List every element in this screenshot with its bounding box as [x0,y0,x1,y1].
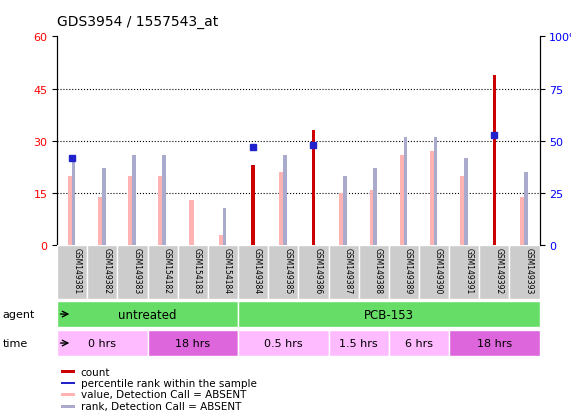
FancyBboxPatch shape [147,330,238,356]
FancyBboxPatch shape [389,246,419,299]
Text: GDS3954 / 1557543_at: GDS3954 / 1557543_at [57,15,218,29]
Text: rank, Detection Call = ABSENT: rank, Detection Call = ABSENT [81,401,241,411]
Text: GSM149391: GSM149391 [464,247,473,294]
FancyBboxPatch shape [479,246,509,299]
FancyBboxPatch shape [57,246,87,299]
Text: time: time [3,338,28,348]
FancyBboxPatch shape [328,246,359,299]
Text: 0.5 hrs: 0.5 hrs [264,338,303,348]
FancyBboxPatch shape [268,246,299,299]
Text: 6 hrs: 6 hrs [405,338,433,348]
FancyBboxPatch shape [178,246,208,299]
Bar [373,169,377,246]
Bar [223,208,226,246]
Bar [162,156,166,246]
Bar [493,76,496,246]
FancyBboxPatch shape [328,330,389,356]
Text: 18 hrs: 18 hrs [477,338,512,348]
FancyBboxPatch shape [389,330,449,356]
Bar [98,197,103,246]
Bar [61,405,75,408]
Text: GSM149389: GSM149389 [404,247,413,294]
Bar [464,158,468,246]
Text: GSM154183: GSM154183 [193,247,202,293]
Text: GSM154182: GSM154182 [163,247,172,293]
Text: 1.5 hrs: 1.5 hrs [339,338,378,348]
Text: value, Detection Call = ABSENT: value, Detection Call = ABSENT [81,389,246,399]
Bar [72,158,75,246]
Text: GSM149393: GSM149393 [525,247,533,294]
Text: GSM149390: GSM149390 [434,247,443,294]
Bar [128,176,134,246]
Text: GSM149387: GSM149387 [344,247,352,294]
FancyBboxPatch shape [118,246,147,299]
Bar [339,194,345,246]
FancyBboxPatch shape [449,246,479,299]
FancyBboxPatch shape [208,246,238,299]
Bar [61,370,75,373]
Bar [312,131,315,246]
Bar [434,137,437,246]
Bar [102,169,106,246]
FancyBboxPatch shape [419,246,449,299]
Text: GSM149384: GSM149384 [253,247,262,294]
Text: GSM149392: GSM149392 [494,247,504,294]
FancyBboxPatch shape [147,246,178,299]
Bar [460,176,465,246]
Bar [283,156,287,246]
FancyBboxPatch shape [87,246,118,299]
Text: GSM149388: GSM149388 [374,247,383,293]
FancyBboxPatch shape [238,246,268,299]
Text: GSM149383: GSM149383 [132,247,142,294]
Text: untreated: untreated [118,308,177,321]
FancyBboxPatch shape [299,246,328,299]
Bar [369,190,375,246]
FancyBboxPatch shape [449,330,540,356]
Text: count: count [81,367,110,377]
Bar [430,152,435,246]
Text: 0 hrs: 0 hrs [89,338,116,348]
Text: GSM149382: GSM149382 [102,247,111,293]
FancyBboxPatch shape [57,301,238,328]
FancyBboxPatch shape [238,301,540,328]
Bar [219,235,224,246]
Text: GSM149386: GSM149386 [313,247,323,294]
Bar [158,176,164,246]
Text: percentile rank within the sample: percentile rank within the sample [81,378,256,388]
Text: GSM154184: GSM154184 [223,247,232,293]
Bar [279,173,284,246]
Bar [132,156,136,246]
Bar [61,382,75,385]
FancyBboxPatch shape [57,330,147,356]
FancyBboxPatch shape [359,246,389,299]
Bar [188,201,194,246]
Text: PCB-153: PCB-153 [364,308,414,321]
Text: GSM149381: GSM149381 [72,247,81,293]
Text: agent: agent [3,309,35,319]
Bar [400,155,405,246]
Bar [251,166,255,246]
FancyBboxPatch shape [509,246,540,299]
Bar [524,173,528,246]
Bar [404,137,407,246]
Bar [68,176,74,246]
Bar [61,393,75,396]
Bar [343,177,347,246]
Bar [520,197,526,246]
FancyBboxPatch shape [238,330,328,356]
Text: 18 hrs: 18 hrs [175,338,210,348]
Text: GSM149385: GSM149385 [283,247,292,294]
